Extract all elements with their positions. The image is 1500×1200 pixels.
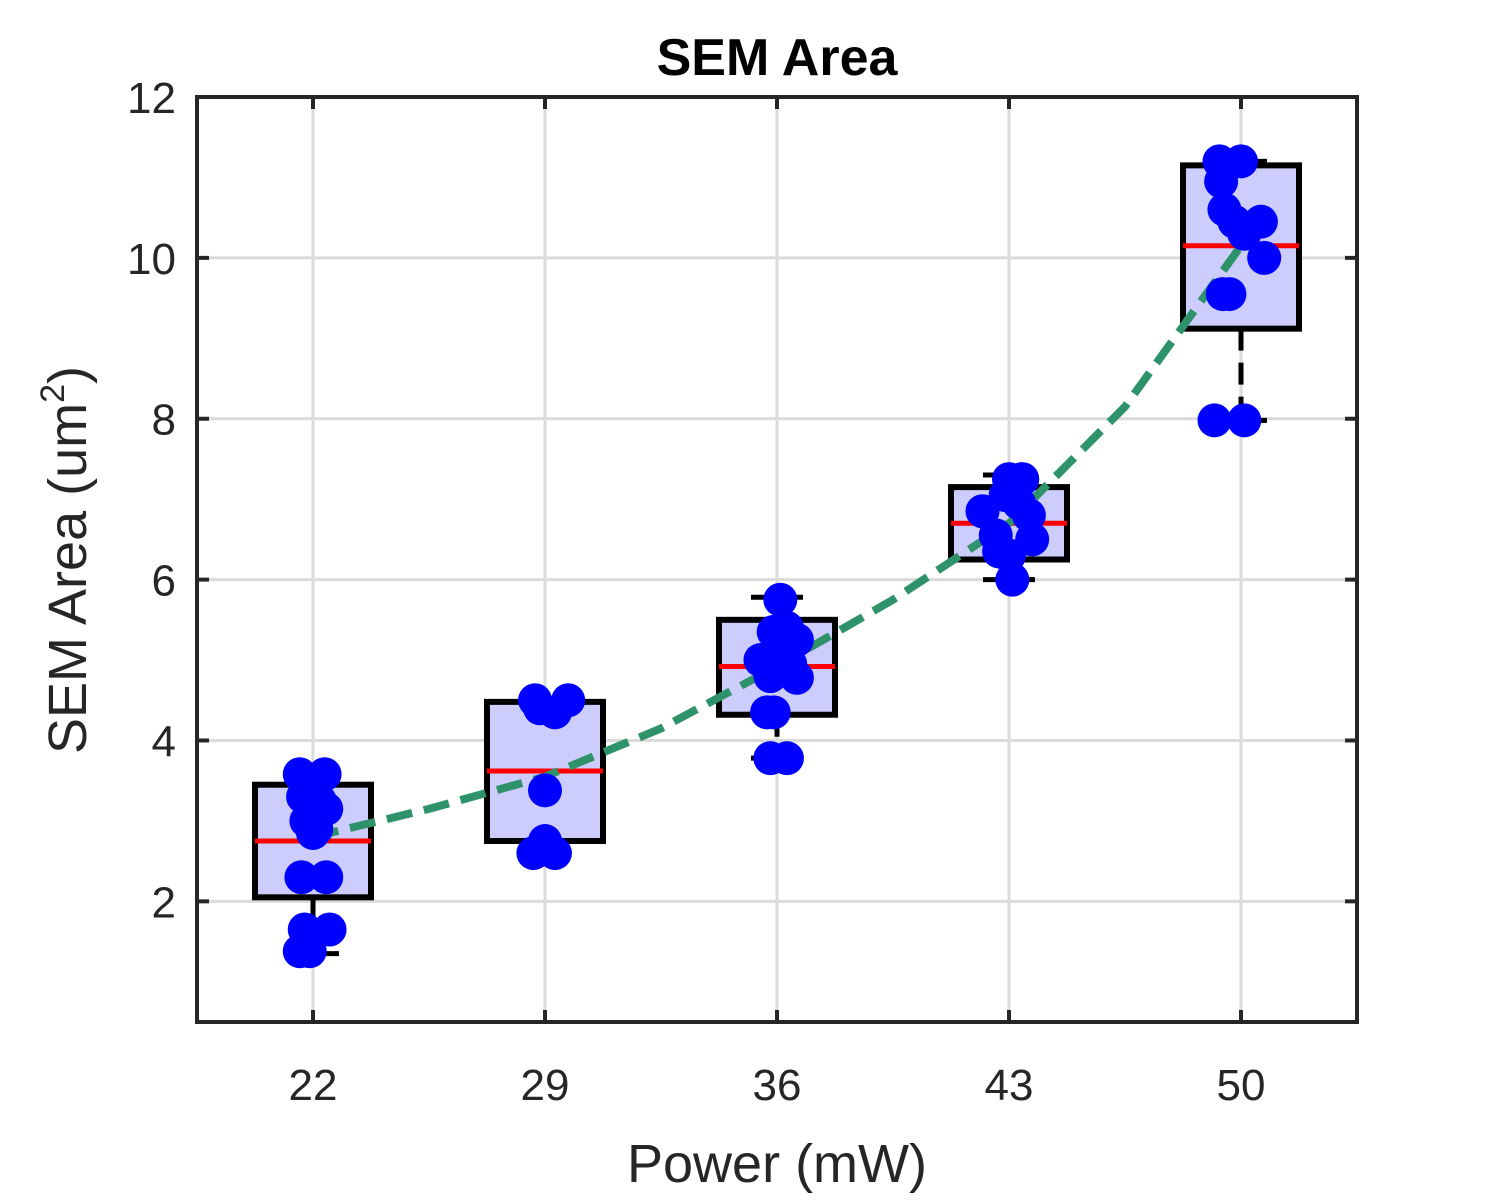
- data-point: [284, 860, 319, 895]
- data-point: [1197, 403, 1232, 438]
- data-point: [995, 562, 1030, 597]
- data-point: [292, 934, 327, 969]
- y-tick-label: 12: [127, 74, 176, 123]
- data-point: [1204, 164, 1239, 199]
- y-tick-label: 2: [152, 878, 176, 927]
- data-point: [779, 660, 814, 695]
- y-axis-label: SEM Area (um2): [34, 366, 98, 754]
- data-point: [769, 741, 804, 776]
- x-tick-label: 22: [289, 1061, 338, 1110]
- chart-title: SEM Area: [657, 29, 899, 87]
- y-axis-label-superscript: 2: [34, 384, 72, 403]
- data-point: [537, 836, 572, 871]
- data-point: [528, 773, 562, 808]
- x-axis-label: Power (mW): [627, 1134, 927, 1194]
- data-point: [1247, 240, 1282, 275]
- y-tick-label: 4: [152, 717, 176, 766]
- x-tick-label: 36: [753, 1061, 802, 1110]
- data-point: [1227, 403, 1262, 438]
- y-tick-label: 6: [152, 557, 176, 606]
- data-point: [307, 757, 342, 792]
- data-point: [312, 912, 347, 947]
- data-point: [763, 582, 798, 617]
- axis-ticks: 22 29 36 43 50 2 4 6 8 10 12: [127, 74, 1357, 1110]
- data-point: [296, 815, 330, 850]
- x-tick-label: 50: [1217, 1061, 1266, 1110]
- data-point: [753, 659, 788, 694]
- y-axis-label-suffix: ): [38, 366, 98, 384]
- data-points: [282, 144, 1282, 969]
- y-tick-label: 10: [127, 235, 176, 284]
- data-point: [537, 695, 572, 730]
- y-axis-label-prefix: SEM Area (um: [38, 403, 98, 754]
- data-point: [756, 695, 791, 730]
- x-tick-label: 29: [521, 1061, 570, 1110]
- y-tick-label: 8: [152, 396, 176, 445]
- data-point: [1227, 216, 1262, 251]
- data-point: [1212, 277, 1247, 312]
- x-tick-label: 43: [985, 1061, 1034, 1110]
- data-point: [309, 860, 344, 895]
